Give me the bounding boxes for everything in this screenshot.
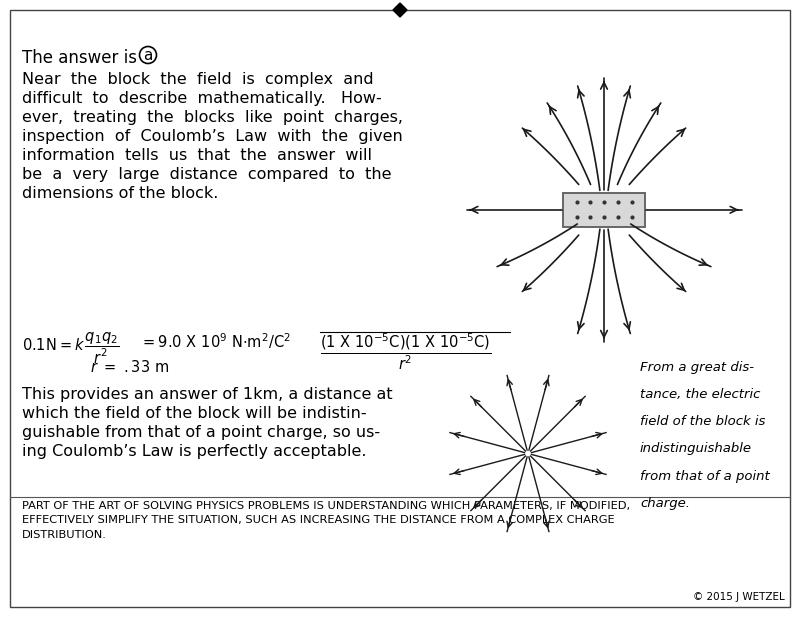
Text: difficult  to  describe  mathematically.   How-: difficult to describe mathematically. Ho…: [22, 91, 382, 106]
Text: Near  the  block  the  field  is  complex  and: Near the block the field is complex and: [22, 72, 374, 87]
Text: which the field of the block will be indistin-: which the field of the block will be ind…: [22, 406, 366, 421]
Text: From a great dis-: From a great dis-: [640, 361, 754, 374]
Text: PART OF THE ART OF SOLVING PHYSICS PROBLEMS IS UNDERSTANDING WHICH PARAMETERS, I: PART OF THE ART OF SOLVING PHYSICS PROBL…: [22, 501, 630, 511]
Text: ever,  treating  the  blocks  like  point  charges,: ever, treating the blocks like point cha…: [22, 110, 403, 125]
Text: inspection  of  Coulomb’s  Law  with  the  given: inspection of Coulomb’s Law with the giv…: [22, 129, 402, 144]
Text: tance, the electric: tance, the electric: [640, 388, 760, 401]
Text: guishable from that of a point charge, so us-: guishable from that of a point charge, s…: [22, 425, 380, 440]
Text: a: a: [143, 48, 153, 62]
Text: ing Coulomb’s Law is perfectly acceptable.: ing Coulomb’s Law is perfectly acceptabl…: [22, 444, 366, 459]
Text: DISTRIBUTION.: DISTRIBUTION.: [22, 530, 107, 540]
Text: from that of a point: from that of a point: [640, 470, 770, 482]
Text: be  a  very  large  distance  compared  to  the: be a very large distance compared to the: [22, 167, 391, 182]
Text: information  tells  us  that  the  answer  will: information tells us that the answer wil…: [22, 148, 372, 163]
Text: indistinguishable: indistinguishable: [640, 442, 752, 455]
Text: EFFECTIVELY SIMPLIFY THE SITUATION, SUCH AS INCREASING THE DISTANCE FROM A COMPL: EFFECTIVELY SIMPLIFY THE SITUATION, SUCH…: [22, 515, 614, 526]
Text: The answer is: The answer is: [22, 49, 142, 67]
Text: This provides an answer of 1km, a distance at: This provides an answer of 1km, a distan…: [22, 387, 393, 402]
Text: $= 9.0\ \mathrm{X}\ 10^9\ \mathrm{N{\cdot}m^2/C^2}$: $= 9.0\ \mathrm{X}\ 10^9\ \mathrm{N{\cdo…: [140, 331, 291, 350]
Polygon shape: [393, 3, 407, 17]
Text: © 2015 J WETZEL: © 2015 J WETZEL: [694, 592, 785, 602]
Text: $r\ =\ .33\ \mathrm{m}$: $r\ =\ .33\ \mathrm{m}$: [90, 359, 170, 375]
Text: field of the block is: field of the block is: [640, 415, 766, 428]
Text: $\dfrac{\mathrm{(1\ X\ 10^{-5}C)(1\ X\ 10^{-5}C)}}{r^2}$: $\dfrac{\mathrm{(1\ X\ 10^{-5}C)(1\ X\ 1…: [320, 331, 491, 372]
Text: dimensions of the block.: dimensions of the block.: [22, 186, 218, 201]
Text: charge.: charge.: [640, 497, 690, 510]
Bar: [562, 193, 646, 227]
Text: $\mathrm{0.1N} = k\,\dfrac{q_1 q_2}{r^2}$: $\mathrm{0.1N} = k\,\dfrac{q_1 q_2}{r^2}…: [22, 331, 119, 366]
